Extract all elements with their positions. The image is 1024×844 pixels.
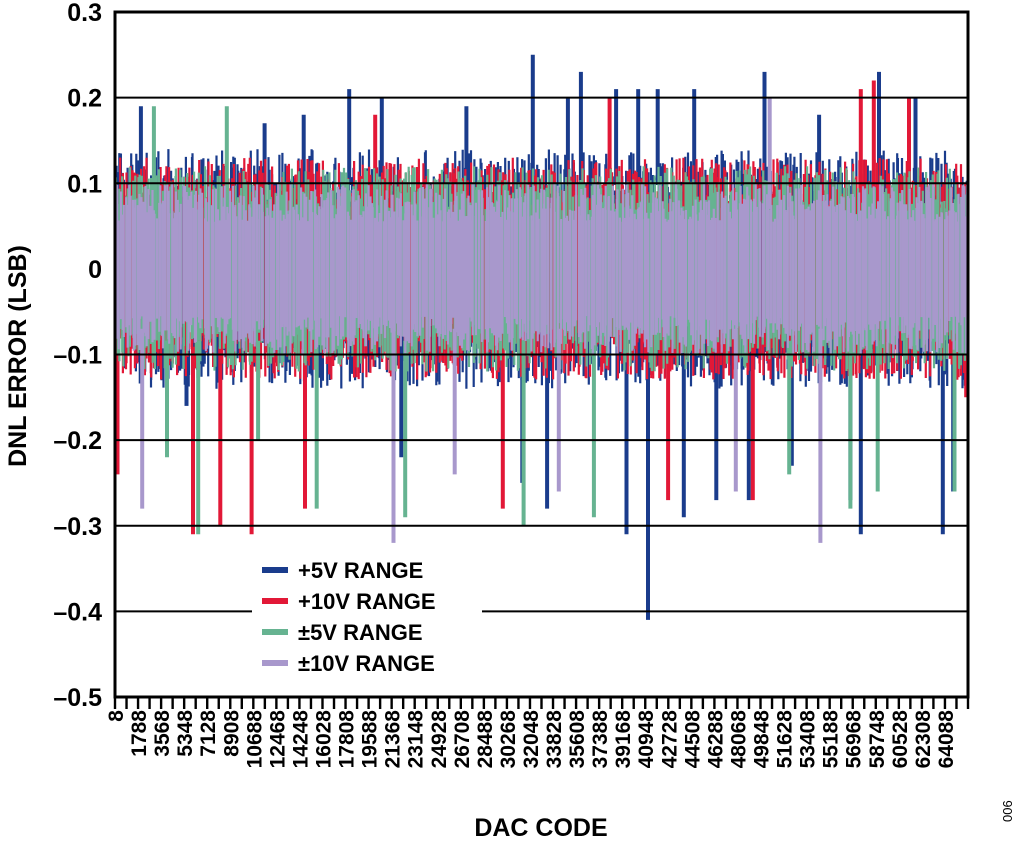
x-tick-label: 28488 <box>474 710 497 769</box>
y-axis-title: DNL ERROR (LSB) <box>4 245 32 467</box>
x-tick-label: 33828 <box>543 710 566 769</box>
x-tick-label: 53408 <box>797 710 820 769</box>
x-tick-label: 23148 <box>405 710 428 769</box>
x-tick-label: 64088 <box>935 710 958 769</box>
x-tick-label: 7128 <box>197 710 220 757</box>
x-tick-label: 3568 <box>151 710 174 757</box>
grid-layer <box>115 96 968 613</box>
data-layer <box>115 54 968 620</box>
x-tick-label: 48068 <box>727 710 750 769</box>
x-tick-label: 62308 <box>912 710 935 769</box>
x-tick-labels: 8 1788 3568 5348 7128 8908 10688 12468 14248 1602… <box>105 710 958 769</box>
x-tick-label: 46288 <box>704 710 727 769</box>
legend-label: ±5V RANGE <box>298 620 423 645</box>
x-tick-label: 42728 <box>658 710 681 769</box>
x-tick-label: 12468 <box>266 710 289 769</box>
x-tick-label: 21368 <box>382 710 405 769</box>
x-tick-label: 10688 <box>243 710 266 769</box>
x-tick-label: 58748 <box>866 710 889 769</box>
x-tick-label: 56968 <box>843 710 866 769</box>
legend: +5V RANGE +10V RANGE ±5V RANGE ±10V RANGE <box>252 550 482 676</box>
x-tick-label: 16028 <box>312 710 335 769</box>
x-tick-label: 5348 <box>174 710 197 757</box>
x-tick-label: 51628 <box>774 710 797 769</box>
x-tick-label: 60528 <box>889 710 912 769</box>
x-tick-label: 35608 <box>566 710 589 769</box>
y-tick-label: –0.4 <box>53 598 102 626</box>
y-tick-label: 0.1 <box>67 170 102 198</box>
x-tick-label: 26708 <box>451 710 474 769</box>
x-tick-label: 1788 <box>128 710 151 757</box>
y-tick-label: 0 <box>88 256 102 284</box>
x-tick-label: 14248 <box>289 710 312 769</box>
y-tick-label: –0.1 <box>53 342 102 370</box>
y-tick-labels: 0.3 0.2 0.1 0 –0.1 –0.2 –0.3 –0.4 –0.5 <box>53 0 102 712</box>
y-tick-label: –0.5 <box>53 684 102 712</box>
x-tick-label: 17808 <box>336 710 359 769</box>
x-tick-label: 49848 <box>751 710 774 769</box>
x-tick-label: 39168 <box>612 710 635 769</box>
legend-label: ±10V RANGE <box>298 651 435 676</box>
tick-layer <box>113 697 970 709</box>
y-tick-label: 0.3 <box>67 0 102 27</box>
series-4 <box>115 97 968 543</box>
figure-id: 006 <box>1000 800 1015 822</box>
y-tick-label: –0.3 <box>53 513 102 541</box>
legend-box <box>252 550 482 676</box>
x-tick-label: 30268 <box>497 710 520 769</box>
legend-label: +10V RANGE <box>298 589 436 614</box>
x-tick-label: 55188 <box>820 710 843 769</box>
x-tick-label: 8908 <box>220 710 243 757</box>
y-tick-label: 0.2 <box>67 85 102 113</box>
x-tick-label: 37388 <box>589 710 612 769</box>
y-tick-label: –0.2 <box>53 427 102 455</box>
x-tick-label: 19588 <box>359 710 382 769</box>
x-tick-label: 24928 <box>428 710 451 769</box>
x-tick-label: 8 <box>105 710 128 722</box>
x-axis-title: DAC CODE <box>474 814 607 842</box>
legend-label: +5V RANGE <box>298 558 423 583</box>
x-tick-label: 40948 <box>635 710 658 769</box>
x-tick-label: 32048 <box>520 710 543 769</box>
x-tick-label: 44508 <box>681 710 704 769</box>
